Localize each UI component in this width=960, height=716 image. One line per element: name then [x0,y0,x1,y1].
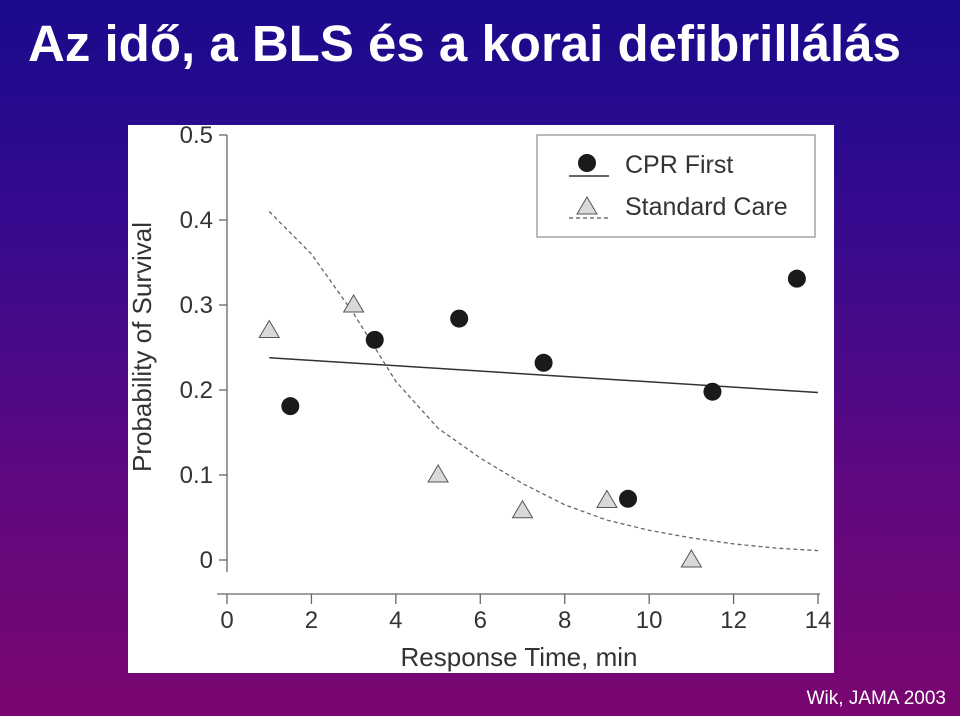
standard-care-trend-curve [268,211,819,552]
x-tick-label: 14 [805,607,832,634]
standard-care-point [511,499,534,519]
data-points-group [258,269,806,568]
legend-box [536,134,816,238]
cpr-first-point [365,330,384,349]
y-tick-label: 0.5 [180,125,213,149]
x-tick-label: 4 [389,607,402,634]
chart-panel: 0 0.1 0.2 0.3 0.4 0.5 0 2 4 6 8 10 12 14 CPR First St… [128,125,834,673]
standard-care-point [596,489,618,508]
y-tick-label: 0 [200,547,213,574]
x-tick-label: 0 [220,607,233,634]
legend: CPR First Standard Care [536,134,816,238]
y-tick-label: 0.3 [180,292,213,319]
slide-title: Az idő, a BLS és a korai defibrillálás [28,15,901,72]
standard-care-point [342,294,365,313]
y-tick-label: 0.4 [180,207,213,234]
x-tick-label: 6 [474,607,487,634]
y-tick-label: 0.2 [180,377,213,404]
survival-chart: 0 0.1 0.2 0.3 0.4 0.5 0 2 4 6 8 10 12 14 CPR First St… [128,125,832,672]
legend-marker-standard-care [576,196,598,215]
fit-lines-group [268,211,819,552]
cpr-first-point [703,382,722,401]
x-tick-label: 12 [720,607,747,634]
cpr-first-point [534,353,553,372]
legend-marker-cpr-first [578,154,596,172]
cpr-first-point [787,269,806,288]
x-tick-label: 2 [305,607,318,634]
legend-label-standard-care: Standard Care [625,193,788,221]
x-axis-label: Response Time, min [401,642,638,672]
cpr-first-trend-line [269,356,819,394]
y-tick-label: 0.1 [180,462,213,489]
cpr-first-point [450,309,469,328]
axes-group: 0 0.1 0.2 0.3 0.4 0.5 0 2 4 6 8 10 12 14 [180,125,832,634]
standard-care-point [427,464,449,483]
cpr-first-point [619,489,638,508]
legend-label-cpr-first: CPR First [625,151,733,179]
x-tick-label: 10 [636,607,663,634]
cpr-first-point [281,397,300,416]
y-axis-label: Probability of Survival [128,222,157,472]
standard-care-point [680,549,703,568]
standard-care-point [258,319,281,338]
x-tick-label: 8 [558,607,571,634]
citation: Wik, JAMA 2003 [806,688,946,709]
